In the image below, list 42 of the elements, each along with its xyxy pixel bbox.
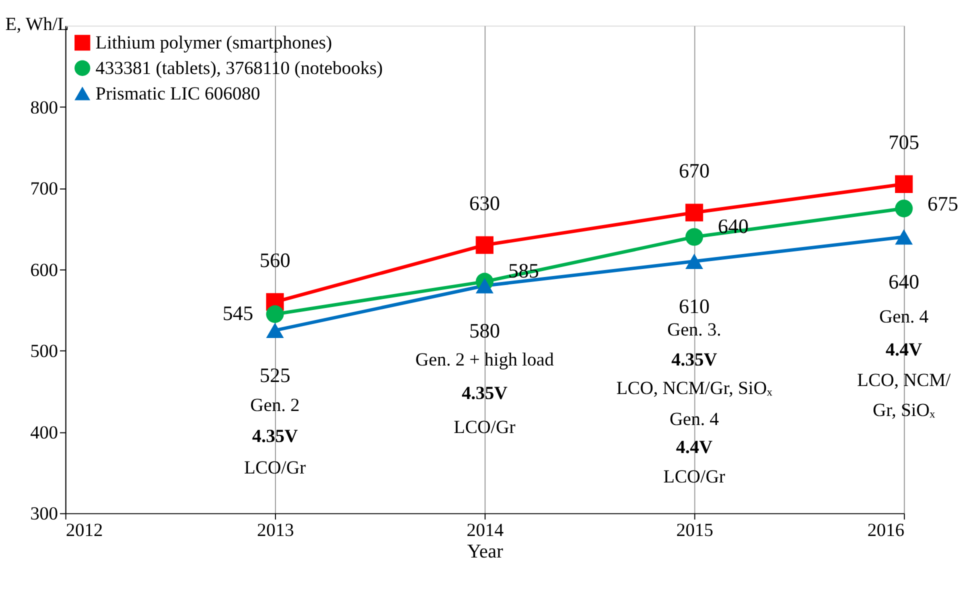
data-label: 610	[678, 296, 710, 318]
y-tick-label: 800	[30, 97, 58, 118]
y-axis-title: E, Wh/L	[5, 14, 69, 36]
x-tick-label: 2016	[867, 520, 904, 542]
data-label: 580	[469, 320, 500, 342]
legend-label: 433381 (tablets), 3768110 (notebooks)	[96, 58, 383, 79]
x-tick-label: 2015	[676, 520, 714, 542]
data-label: 545	[222, 302, 254, 325]
x-axis-title: Year	[467, 542, 504, 563]
annotation: Gen. 4	[670, 408, 719, 430]
annotation: 4.4V	[886, 340, 923, 361]
annotation: Gen. 3.	[667, 319, 722, 340]
annotation: 4.35V	[462, 382, 508, 404]
data-label: 675	[928, 193, 958, 216]
annotation: 4.4V	[676, 437, 714, 458]
y-tick-label: 700	[30, 178, 58, 200]
x-tick-label: 2013	[256, 520, 294, 542]
x-tick-label: 2014	[466, 520, 504, 542]
annotation: LCO/Gr	[663, 466, 726, 488]
legend-label: Lithium polymer (smartphones)	[96, 32, 332, 54]
annotation: LCO, NCM/Gr, SiOₓ	[616, 378, 773, 399]
x-tick-label: 2012	[66, 520, 103, 542]
data-label: 560	[260, 250, 290, 272]
y-tick-label: 400	[30, 422, 58, 444]
data-label: 630	[469, 192, 500, 215]
data-label: 705	[888, 132, 920, 154]
y-tick-label: 300	[30, 504, 58, 525]
y-tick-label: 500	[30, 341, 58, 362]
annotation: 4.35V	[252, 426, 298, 447]
annotation: LCO, NCM/	[857, 370, 952, 391]
annotation: Gen. 2 + high load	[415, 349, 555, 370]
annotation: LCO/Gr	[244, 458, 306, 479]
data-label: 670	[678, 160, 710, 182]
annotation: Gen. 2	[250, 394, 300, 416]
data-label: 640	[888, 272, 920, 294]
annotation: Gr, SiOₓ	[872, 400, 936, 421]
annotation: Gen. 4	[879, 306, 929, 328]
y-tick-label: 600	[30, 260, 58, 281]
annotation: 4.35V	[671, 349, 718, 370]
data-label: 525	[260, 365, 290, 388]
legend-label: Prismatic LIC 606080	[96, 83, 260, 104]
annotation: LCO/Gr	[454, 416, 516, 438]
